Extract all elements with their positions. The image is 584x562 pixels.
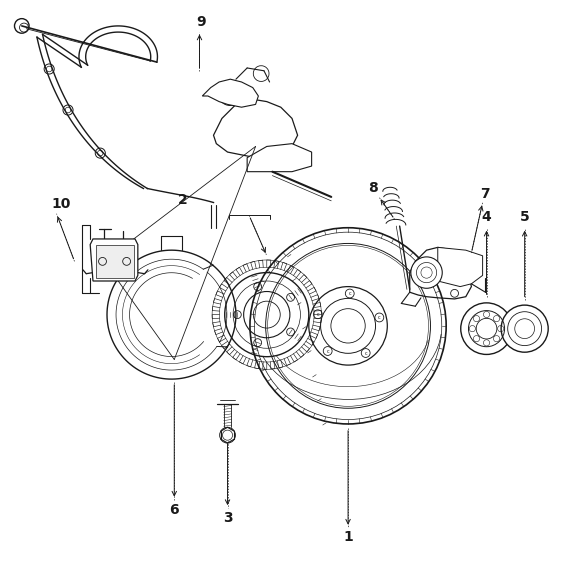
Text: 9: 9 (196, 15, 206, 29)
Text: 6: 6 (169, 503, 179, 516)
Polygon shape (438, 247, 482, 287)
Circle shape (225, 273, 309, 357)
Text: 5: 5 (520, 210, 530, 224)
Text: 1: 1 (343, 530, 353, 544)
Polygon shape (214, 99, 298, 158)
Polygon shape (90, 239, 138, 281)
Polygon shape (202, 79, 258, 107)
Text: c: c (378, 315, 381, 320)
Text: c: c (317, 312, 319, 317)
Polygon shape (410, 247, 471, 299)
Text: 2: 2 (178, 193, 187, 207)
Text: c: c (326, 348, 329, 353)
Text: 10: 10 (51, 197, 71, 211)
Text: c: c (349, 291, 351, 296)
Text: 8: 8 (369, 182, 378, 196)
Text: c: c (364, 351, 367, 356)
Text: 4: 4 (482, 210, 491, 224)
Circle shape (461, 303, 512, 355)
Polygon shape (247, 144, 312, 171)
Polygon shape (96, 244, 134, 278)
Circle shape (501, 305, 548, 352)
Circle shape (411, 257, 442, 288)
Text: 7: 7 (481, 187, 490, 201)
Text: 3: 3 (223, 511, 232, 525)
